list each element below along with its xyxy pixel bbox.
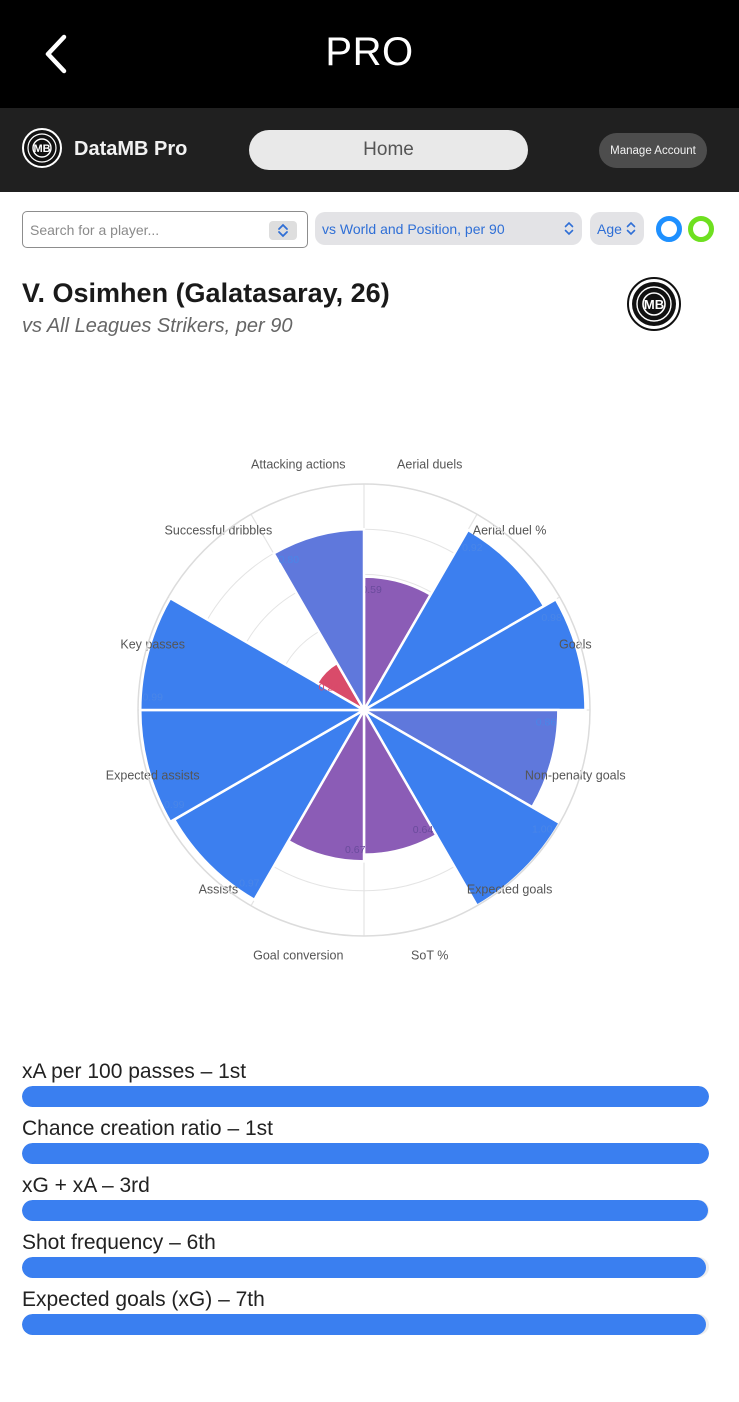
radar-category-label: Non-penalty goals xyxy=(525,769,626,783)
datamb-logo-icon: MB xyxy=(22,128,62,168)
radar-category-label: Aerial duels xyxy=(397,458,462,472)
green-color-toggle[interactable] xyxy=(688,216,714,242)
filter-controls: vs World and Position, per 90 Age xyxy=(0,210,739,250)
radar-value-label: 0.24 xyxy=(319,682,340,694)
ranking-bar-fill xyxy=(22,1314,706,1335)
comparison-select[interactable]: vs World and Position, per 90 xyxy=(315,212,582,245)
radar-category-label: Aerial duel % xyxy=(473,523,547,537)
blue-color-toggle[interactable] xyxy=(656,216,682,242)
ranking-bar-fill xyxy=(22,1200,708,1221)
radar-value-label: 0.99 xyxy=(164,799,185,811)
svg-text:MB: MB xyxy=(644,297,664,312)
comparison-select-value: vs World and Position, per 90 xyxy=(322,220,505,237)
radar-value-label: 1.00 xyxy=(532,823,553,835)
ranking-bar-track xyxy=(22,1200,709,1221)
radar-value-label: 0.80 xyxy=(279,554,300,566)
ranking-bar-fill xyxy=(22,1257,707,1278)
brand-name: DataMB Pro xyxy=(74,138,188,160)
ranking-bar-track xyxy=(22,1086,709,1107)
chevron-updown-icon xyxy=(626,221,636,236)
radar-value-label: 0.92 xyxy=(462,542,483,554)
radar-category-label: Expected goals xyxy=(467,883,552,897)
age-select[interactable]: Age xyxy=(590,212,644,245)
radar-wedge[interactable] xyxy=(359,708,560,809)
search-input[interactable] xyxy=(30,218,266,242)
home-button[interactable]: Home xyxy=(249,130,528,170)
ranking-item: Shot frequency – 6th xyxy=(22,1229,709,1286)
radar-value-label: 0.67 xyxy=(345,844,366,856)
radar-value-label: 0.59 xyxy=(361,584,382,596)
chevron-left-icon[interactable] xyxy=(38,32,78,76)
radar-value-label: 0.64 xyxy=(413,824,434,836)
radar-category-label: Goal conversion xyxy=(253,948,343,962)
radar-wedge[interactable] xyxy=(359,597,587,712)
ranking-bar-fill xyxy=(22,1086,709,1107)
datamb-badge-icon: MB xyxy=(627,277,681,331)
ranking-label: xA per 100 passes – 1st xyxy=(22,1060,247,1083)
percentile-radar-chart: 0.59 Aerial duels 0.92 Aerial duel % 0.98 Goa… xyxy=(106,458,626,963)
ranking-item: xG + xA – 3rd xyxy=(22,1172,709,1229)
radar-wedge[interactable] xyxy=(172,706,368,902)
radar-category-label: SoT % xyxy=(411,948,448,962)
radar-wedge[interactable] xyxy=(139,596,369,712)
top-navigation-bar: PRO xyxy=(0,0,739,108)
app-header: MB DataMB Pro Home Manage Account xyxy=(0,108,739,192)
radar-value-label: 0.98 xyxy=(541,612,562,624)
radar-category-label: Expected assists xyxy=(106,769,200,783)
radar-category-label: Goals xyxy=(559,637,592,651)
player-search xyxy=(22,211,308,248)
radar-category-label: Attacking actions xyxy=(251,458,346,472)
radar-outline xyxy=(137,483,591,937)
radar-wedge[interactable] xyxy=(139,708,369,824)
page-title: PRO xyxy=(325,30,414,74)
radar-category-label: Successful dribbles xyxy=(165,523,273,537)
radar-value-label: 0.86 xyxy=(536,717,557,729)
ranking-item: Expected goals (xG) – 7th xyxy=(22,1286,709,1343)
age-select-value: Age xyxy=(597,220,622,237)
radar-category-label: Assists xyxy=(199,883,239,897)
ranking-label: Chance creation ratio – 1st xyxy=(22,1117,273,1140)
ranking-label: xG + xA – 3rd xyxy=(22,1174,150,1197)
radar-value-label: 0.99 xyxy=(142,692,163,704)
ranking-item: xA per 100 passes – 1st xyxy=(22,1058,709,1115)
ranking-bar-track xyxy=(22,1143,709,1164)
ranking-bar-fill xyxy=(22,1143,709,1164)
svg-text:MB: MB xyxy=(33,143,50,155)
ranking-item: Chance creation ratio – 1st xyxy=(22,1115,709,1172)
player-title: V. Osimhen (Galatasaray, 26) xyxy=(22,278,390,308)
chevron-updown-icon xyxy=(564,221,574,236)
ranking-label: Shot frequency – 6th xyxy=(22,1231,216,1254)
ranking-bar-track xyxy=(22,1314,709,1335)
manage-account-button[interactable]: Manage Account xyxy=(599,133,707,168)
radar-category-label: Key passes xyxy=(120,637,185,651)
radar-value-label: 0.97 xyxy=(239,878,260,890)
radar-wedge[interactable] xyxy=(360,528,546,714)
rankings-list: xA per 100 passes – 1st Chance creation r… xyxy=(22,1058,709,1343)
player-subtitle: vs All Leagues Strikers, per 90 xyxy=(22,315,293,337)
ranking-label: Expected goals (xG) – 7th xyxy=(22,1288,265,1311)
search-stepper-icon[interactable] xyxy=(269,221,297,240)
ranking-bar-track xyxy=(22,1257,709,1278)
radar-wedge[interactable] xyxy=(271,527,366,715)
